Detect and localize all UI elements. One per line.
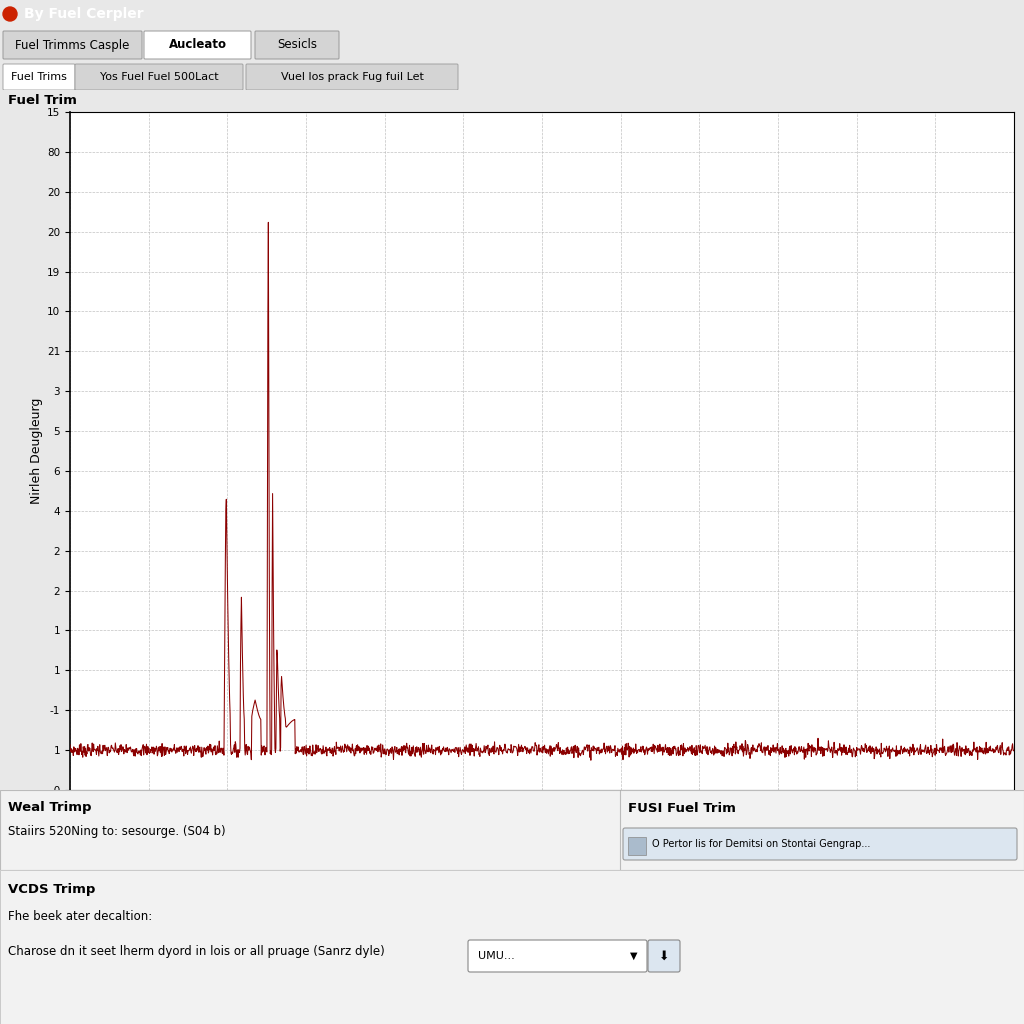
Circle shape (3, 7, 17, 22)
Text: ⬇: ⬇ (658, 949, 670, 963)
Bar (628, 837, 646, 855)
X-axis label: Tour Genurily Foed (olions): Tour Genurily Foed (olions) (459, 814, 626, 827)
Text: UMU...: UMU... (478, 951, 515, 961)
Text: ▼: ▼ (630, 951, 638, 961)
Text: Aucleato: Aucleato (169, 39, 226, 51)
FancyBboxPatch shape (75, 63, 243, 90)
Text: Vuel los prack Fug fuil Let: Vuel los prack Fug fuil Let (281, 72, 424, 82)
FancyBboxPatch shape (623, 828, 1017, 860)
Text: Sesicls: Sesicls (278, 39, 317, 51)
Text: VCDS Trimp: VCDS Trimp (8, 883, 95, 896)
Text: Charose dn it seet lherm dyord in lois or all pruage (Sanrz dyle): Charose dn it seet lherm dyord in lois o… (8, 945, 385, 958)
FancyBboxPatch shape (3, 63, 75, 90)
FancyBboxPatch shape (144, 31, 251, 59)
FancyBboxPatch shape (648, 940, 680, 972)
Text: Fuel Trim: Fuel Trim (8, 94, 77, 108)
Y-axis label: Nirleh Deugleurg: Nirleh Deugleurg (30, 397, 43, 504)
Text: Fuel Trimms Casple: Fuel Trimms Casple (15, 39, 130, 51)
Text: Yos Fuel Fuel 500Lact: Yos Fuel Fuel 500Lact (99, 72, 218, 82)
FancyBboxPatch shape (246, 63, 458, 90)
Text: Weal Trimp: Weal Trimp (8, 802, 91, 814)
FancyBboxPatch shape (255, 31, 339, 59)
FancyBboxPatch shape (468, 940, 647, 972)
Text: Fuel Trims: Fuel Trims (11, 72, 67, 82)
FancyBboxPatch shape (3, 31, 142, 59)
Text: Staiirs 520Ning to: sesourge. (S04 b): Staiirs 520Ning to: sesourge. (S04 b) (8, 825, 225, 839)
Text: FUSI Fuel Trim: FUSI Fuel Trim (628, 802, 736, 814)
Text: O Pertor lis for Demitsi on Stontai Gengrap...: O Pertor lis for Demitsi on Stontai Geng… (652, 839, 870, 849)
Text: By Fuel Cerpler: By Fuel Cerpler (24, 7, 143, 22)
Text: Fhe beek ater decaltion:: Fhe beek ater decaltion: (8, 909, 153, 923)
